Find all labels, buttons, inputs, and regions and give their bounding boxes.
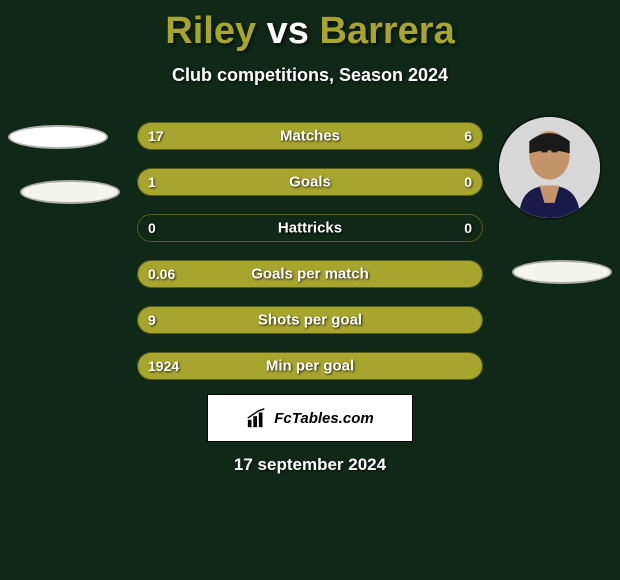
bar-label: Matches <box>280 128 340 145</box>
bar-value-right: 0 <box>464 220 472 236</box>
player2-chip <box>512 260 612 284</box>
stat-bar: 0.06 Goals per match <box>137 260 483 288</box>
stat-bar: 1924 Min per goal <box>137 352 483 380</box>
bar-fill-left <box>138 123 379 149</box>
stat-bar: 0 0 Hattricks <box>137 214 483 242</box>
bar-label: Hattricks <box>278 220 342 237</box>
brand-footer[interactable]: FcTables.com <box>207 394 413 442</box>
stat-bar: 1 0 Goals <box>137 168 483 196</box>
bar-fill-left <box>138 169 403 195</box>
date-label: 17 september 2024 <box>234 455 386 475</box>
bar-value-left: 0.06 <box>148 266 175 282</box>
bar-value-left: 0 <box>148 220 156 236</box>
bar-value-left: 1 <box>148 174 156 190</box>
bar-label: Shots per goal <box>258 312 362 329</box>
vs-text: vs <box>267 10 309 52</box>
comparison-bars: 17 6 Matches 1 0 Goals 0 0 Hattricks 0.06 Goals pe… <box>137 122 483 398</box>
brand-text: FcTables.com <box>274 410 373 427</box>
stat-bar: 17 6 Matches <box>137 122 483 150</box>
bar-label: Goals <box>289 174 331 191</box>
bar-label: Goals per match <box>251 266 369 283</box>
player1-name: Riley <box>165 10 256 52</box>
player2-name: Barrera <box>320 10 455 52</box>
bar-label: Min per goal <box>266 358 354 375</box>
bar-value-right: 6 <box>464 128 472 144</box>
stat-bar: 9 Shots per goal <box>137 306 483 334</box>
player2-avatar <box>497 115 602 220</box>
chart-icon <box>246 407 268 429</box>
subtitle: Club competitions, Season 2024 <box>0 65 620 86</box>
player1-chip-1 <box>8 125 108 149</box>
bar-value-left: 17 <box>148 128 164 144</box>
page-title: Riley vs Barrera <box>0 0 620 53</box>
bar-value-left: 1924 <box>148 358 179 374</box>
player1-chip-2 <box>20 180 120 204</box>
bar-value-right: 0 <box>464 174 472 190</box>
bar-value-left: 9 <box>148 312 156 328</box>
